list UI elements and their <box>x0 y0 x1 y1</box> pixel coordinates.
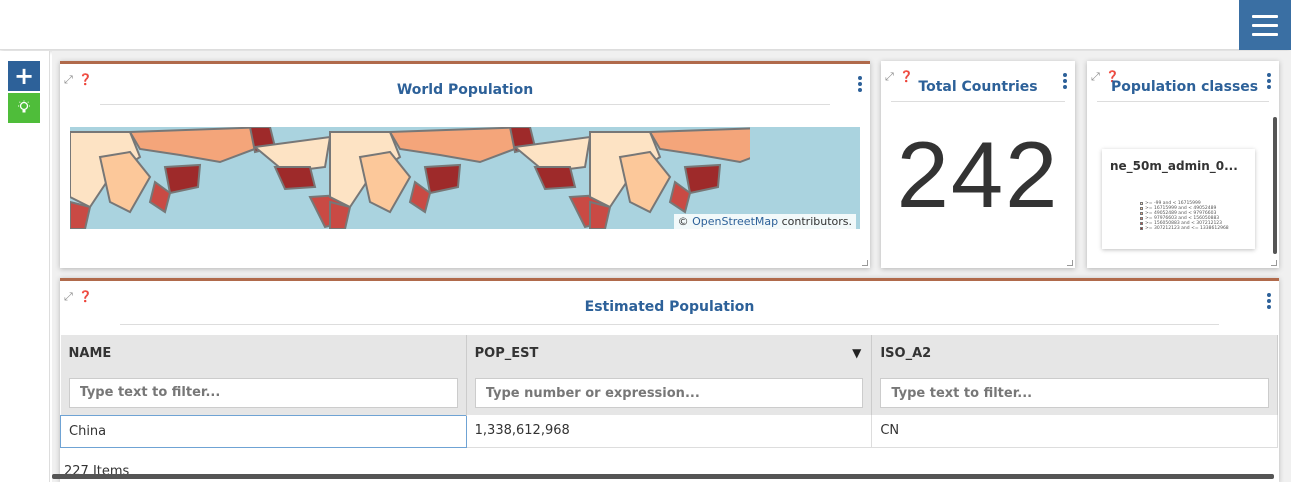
legend-label: >= 307212123 and <= 1338612968 <box>1145 226 1229 231</box>
legend-label: >= 156050883 and < 307212123 <box>1145 221 1223 226</box>
attribution-suffix: contributors. <box>781 215 852 228</box>
map-widget: ⤢ ❓ World Population <box>60 61 870 268</box>
counter-widget: ⤢ ❓ Total Countries 242 <box>881 61 1075 268</box>
widget-menu-button[interactable] <box>1267 293 1271 309</box>
legend-entry: >= 49052489 and < 97976603 <box>1140 211 1247 216</box>
help-icon[interactable]: ❓ <box>78 73 93 86</box>
resize-handle[interactable] <box>1271 260 1277 266</box>
filter-row <box>60 371 1278 415</box>
top-bar <box>0 0 1291 50</box>
data-table: NAME POP_EST ▼ ISO_A2 China 1,338,612,96… <box>60 335 1278 448</box>
column-header-iso-a2[interactable]: ISO_A2 <box>871 335 1278 371</box>
add-widget-button[interactable]: + <box>8 61 40 91</box>
widget-menu-button[interactable] <box>858 76 862 92</box>
legend-layer-name: ne_50m_admin_0... <box>1110 159 1238 173</box>
filter-cell <box>466 371 873 415</box>
hamburger-icon-line <box>1252 32 1278 36</box>
expand-icon[interactable]: ⤢ <box>64 290 73 303</box>
menu-button[interactable] <box>1239 0 1291 50</box>
widget-tools: ⤢ ❓ <box>885 70 914 84</box>
title-divider <box>1097 101 1269 102</box>
legend-entry: >= 156050883 and < 307212123 <box>1140 221 1247 226</box>
cell-iso-a2[interactable]: CN <box>871 415 1278 448</box>
hamburger-icon-line <box>1252 14 1278 18</box>
legend-swatch <box>1140 222 1143 225</box>
table-row[interactable]: China 1,338,612,968 CN <box>60 414 1278 448</box>
widget-title: World Population <box>396 82 534 98</box>
expand-icon[interactable]: ⤢ <box>885 70 894 83</box>
expand-icon[interactable]: ⤢ <box>64 73 73 86</box>
title-divider <box>100 104 830 105</box>
lightbulb-icon <box>18 100 30 113</box>
column-header-pop-est[interactable]: POP_EST ▼ <box>466 335 873 371</box>
help-icon[interactable]: ❓ <box>78 290 93 303</box>
expand-icon[interactable]: ⤢ <box>1091 70 1100 83</box>
copyright-symbol: © <box>677 215 689 228</box>
header-row: NAME POP_EST ▼ ISO_A2 <box>60 335 1278 371</box>
legend-label: >= 49052489 and < 97976603 <box>1145 211 1217 216</box>
widget-menu-button[interactable] <box>1063 73 1067 89</box>
title-divider <box>891 101 1065 102</box>
widget-tools: ⤢ ❓ <box>64 73 93 87</box>
column-header-name[interactable]: NAME <box>60 335 467 371</box>
hamburger-icon-line <box>1252 23 1278 27</box>
widget-tools: ⤢ ❓ <box>64 290 93 304</box>
legend-swatch <box>1140 212 1143 215</box>
legend-entry: >= -99 and < 16715999 <box>1140 201 1247 206</box>
legend-card: ne_50m_admin_0... >= -99 and < 16715999 >… <box>1102 149 1255 249</box>
osm-link[interactable]: OpenStreetMap <box>692 215 779 228</box>
sort-desc-icon[interactable]: ▼ <box>852 346 862 360</box>
help-icon[interactable]: ❓ <box>899 70 914 83</box>
plus-icon: + <box>13 62 35 90</box>
resize-handle[interactable] <box>1067 260 1073 266</box>
dashboard-canvas: ⤢ ❓ World Population <box>52 51 1291 482</box>
legend-swatch <box>1140 202 1143 205</box>
side-toolbar: + <box>0 51 50 482</box>
name-filter-input[interactable] <box>68 377 458 408</box>
legend-swatch <box>1140 207 1143 210</box>
pop-est-filter-input[interactable] <box>474 378 864 408</box>
legend-swatch <box>1140 217 1143 220</box>
legend-label: >= 16715999 and < 49052489 <box>1145 206 1217 211</box>
legend-label: >= 97976603 and < 156050883 <box>1145 216 1220 221</box>
filter-cell <box>60 371 467 415</box>
cell-name[interactable]: China <box>60 414 467 448</box>
widget-title: Total Countries <box>918 79 1038 95</box>
filter-cell <box>871 371 1278 415</box>
resize-handle[interactable] <box>862 260 868 266</box>
widget-tools: ⤢ ❓ <box>1091 70 1120 84</box>
help-icon[interactable]: ❓ <box>1105 70 1120 83</box>
map-view[interactable]: © OpenStreetMap contributors. <box>70 127 860 229</box>
vertical-scrollbar[interactable] <box>1273 117 1277 254</box>
widget-title: Estimated Population <box>584 299 755 315</box>
legend-list: >= -99 and < 16715999 >= 16715999 and < 4… <box>1140 201 1247 231</box>
legend-entry: >= 16715999 and < 49052489 <box>1140 206 1247 211</box>
horizontal-scrollbar[interactable] <box>52 474 1274 479</box>
column-header-label: POP_EST <box>474 345 539 361</box>
legend-label: >= -99 and < 16715999 <box>1145 201 1201 206</box>
counter-value: 242 <box>896 122 1060 227</box>
legend-widget: ⤢ ❓ Population classes ne_50m_admin_0...… <box>1087 61 1279 268</box>
widget-title: Population classes <box>1111 79 1259 95</box>
show-connections-button[interactable] <box>8 93 40 123</box>
map-attribution: © OpenStreetMap contributors. <box>673 214 856 229</box>
cell-pop-est[interactable]: 1,338,612,968 <box>466 415 873 448</box>
legend-swatch <box>1140 227 1143 230</box>
title-divider <box>120 324 1219 325</box>
population-map <box>70 127 860 229</box>
widget-menu-button[interactable] <box>1267 73 1271 89</box>
legend-entry: >= 307212123 and <= 1338612968 <box>1140 226 1247 231</box>
iso-a2-filter-input[interactable] <box>880 378 1269 408</box>
table-widget: ⤢ ❓ Estimated Population NAME POP_EST ▼ … <box>60 278 1279 482</box>
legend-entry: >= 97976603 and < 156050883 <box>1140 216 1247 221</box>
